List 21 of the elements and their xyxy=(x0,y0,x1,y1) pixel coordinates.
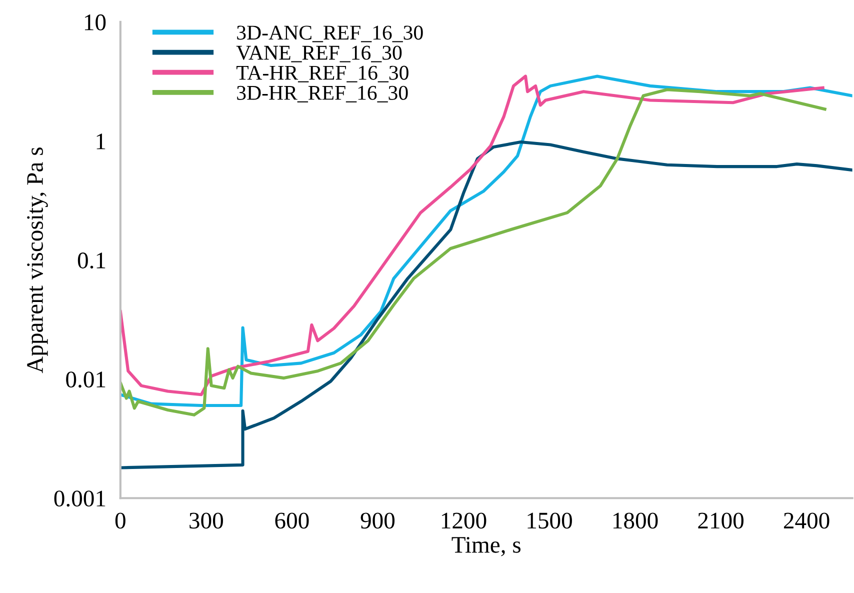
x-axis-title: Time, s xyxy=(452,536,520,556)
x-tick-label: 600 xyxy=(275,512,309,529)
x-tick-label: 1800 xyxy=(613,512,658,529)
legend-label: 3D-ANC_REF_16_30 xyxy=(237,26,423,42)
x-tick-label: 2400 xyxy=(784,512,830,529)
x-tick-label: 0 xyxy=(115,512,126,529)
y-tick-label: 0.001 xyxy=(54,490,106,507)
y-axis-title: Apparent viscosity, Pa s xyxy=(27,148,48,374)
legend-label: VANE_REF_16_30 xyxy=(236,46,402,62)
x-tick-label: 1200 xyxy=(442,512,486,529)
x-tick-label: 900 xyxy=(360,512,395,529)
line-series xyxy=(120,140,852,470)
x-tick-label: 1500 xyxy=(528,512,572,529)
y-tick-label: 10 xyxy=(84,14,106,30)
legend-label: 3D-HR_REF_16_30 xyxy=(237,86,408,102)
legend-label: TA-HR_REF_16_30 xyxy=(236,66,408,82)
y-tick-label: 0.01 xyxy=(66,372,106,388)
x-tick-label: 2100 xyxy=(698,512,744,529)
y-tick-label: 0.1 xyxy=(78,252,106,269)
x-tick-label: 300 xyxy=(190,512,223,529)
y-tick-label: 1 xyxy=(96,134,106,150)
